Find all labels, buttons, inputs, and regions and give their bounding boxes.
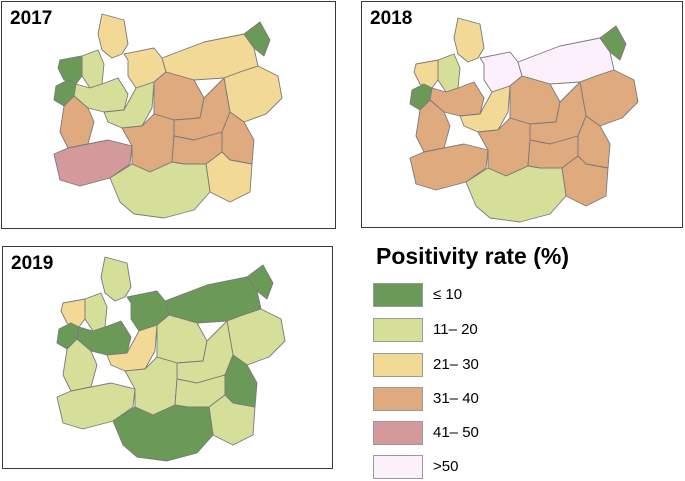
year-label-2017: 2017 xyxy=(10,8,53,29)
district-n_1-2017 xyxy=(97,13,129,59)
district-c_2-2018 xyxy=(459,85,511,133)
district-w_1-2018 xyxy=(415,99,451,153)
map-panel-2019: 2019 xyxy=(2,246,333,469)
legend-item-41-50: 41– 50 xyxy=(373,421,573,447)
district-n_1-2018 xyxy=(453,17,485,63)
district-nw_2-2019 xyxy=(60,298,86,328)
district-nw_1-2019 xyxy=(84,292,108,332)
map-2017 xyxy=(53,13,283,219)
district-s_1-2017 xyxy=(109,161,211,219)
legend-label-21-30: 21– 30 xyxy=(433,356,479,373)
district-s_1-2018 xyxy=(465,165,567,223)
district-nw_1-2018 xyxy=(437,53,461,93)
district-nw_2-2017 xyxy=(57,55,83,85)
legend-label-41-50: 41– 50 xyxy=(433,424,479,441)
legend-swatch-41-50 xyxy=(373,421,423,445)
district-w_2-2017 xyxy=(53,139,133,187)
district-w_1-2019 xyxy=(62,338,98,392)
district-s_1-2019 xyxy=(112,404,214,462)
district-c_2-2019 xyxy=(106,324,158,372)
legend-swatch-le10 xyxy=(373,283,423,307)
district-nw_1-2017 xyxy=(81,49,105,89)
legend-swatch-11-20 xyxy=(373,318,423,342)
district-w_1-2017 xyxy=(59,95,95,149)
map-2019 xyxy=(56,256,286,462)
year-label-2019: 2019 xyxy=(11,253,54,274)
map-panel-2017: 2017 xyxy=(1,1,336,229)
legend-label-le10: ≤ 10 xyxy=(433,286,463,303)
legend-swatch-gt50 xyxy=(373,455,423,479)
map-2018 xyxy=(409,17,639,223)
district-nw_2-2018 xyxy=(413,59,439,89)
district-ne-2018 xyxy=(599,25,627,61)
year-label-2018: 2018 xyxy=(370,8,413,29)
legend-item-le10: ≤ 10 xyxy=(373,283,573,309)
legend-item-gt50: >50 xyxy=(373,455,573,481)
legend-swatch-21-30 xyxy=(373,353,423,377)
legend-label-gt50: >50 xyxy=(433,458,459,475)
legend-label-11-20: 11– 20 xyxy=(433,321,478,338)
district-ne-2019 xyxy=(246,264,274,300)
district-c_2-2017 xyxy=(103,81,155,129)
district-w_2-2019 xyxy=(56,382,136,430)
legend-title: Positivity rate (%) xyxy=(376,243,569,269)
legend-item-31-40: 31– 40 xyxy=(373,387,573,413)
map-panel-2018: 2018 xyxy=(361,1,683,228)
district-n_1-2019 xyxy=(100,256,132,302)
legend-swatch-31-40 xyxy=(373,387,423,411)
district-w_2-2018 xyxy=(409,143,489,191)
legend-item-21-30: 21– 30 xyxy=(373,353,573,379)
legend-item-11-20: 11– 20 xyxy=(373,318,573,344)
legend-label-31-40: 31– 40 xyxy=(433,390,479,407)
district-ne-2017 xyxy=(243,21,271,57)
